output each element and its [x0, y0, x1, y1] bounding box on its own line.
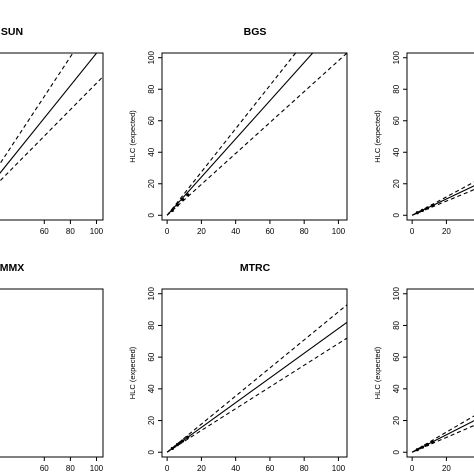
x-tick-label: 20	[442, 464, 451, 473]
data-point	[425, 443, 430, 447]
panel-1: SUN 60 80 100	[0, 26, 104, 236]
data-point	[186, 435, 190, 439]
data-point	[431, 203, 435, 208]
x-tick-label: 60	[40, 227, 49, 236]
y-tick-label: 80	[147, 84, 156, 93]
x-tick-label: 0	[165, 227, 170, 236]
fit-line-solid	[0, 53, 98, 174]
y-tick-label: 80	[392, 84, 401, 93]
ci-line-dashed	[411, 181, 474, 216]
plot-box	[0, 52, 104, 221]
data-point	[180, 439, 185, 443]
panel-title: BGS	[244, 26, 267, 38]
y-tick-label: 40	[392, 147, 401, 156]
data-point	[170, 446, 174, 451]
data-point	[425, 206, 430, 210]
x-tick-label: 60	[265, 464, 274, 473]
x-tick-label: 100	[90, 227, 104, 236]
x-tick-label: 0	[165, 464, 170, 473]
plot-box	[406, 288, 474, 458]
x-tick-label: 60	[40, 464, 49, 473]
x-tick-label: 80	[300, 464, 309, 473]
ci-line-dashed	[411, 415, 474, 453]
panel-3: HLC (expected) 0 20 0 20 40 60 80 100	[373, 51, 474, 236]
x-tick-label: 20	[197, 227, 206, 236]
fit-line-solid	[166, 321, 347, 453]
fit-line-solid	[411, 420, 474, 453]
y-tick-label: 100	[147, 287, 156, 301]
ci-line-dashed	[166, 53, 297, 216]
y-tick-label: 0	[392, 449, 401, 454]
y-tick-label: 0	[147, 449, 156, 454]
y-axis-label: HLC (expected)	[128, 346, 137, 399]
data-point	[415, 448, 419, 452]
data-point	[180, 197, 185, 202]
y-tick-label: 20	[147, 416, 156, 425]
y-axis-label: HLC (expected)	[373, 110, 382, 163]
y-axis-label: HLC (expected)	[373, 346, 382, 399]
x-tick-label: 80	[66, 464, 75, 473]
fit-line-solid	[411, 185, 474, 216]
y-tick-label: 40	[147, 384, 156, 393]
ci-line-dashed	[411, 189, 474, 216]
data-point	[186, 193, 190, 197]
data-point	[431, 440, 435, 444]
x-tick-label: 20	[442, 227, 451, 236]
data-point	[175, 443, 180, 447]
y-tick-label: 60	[147, 116, 156, 125]
x-tick-label: 100	[332, 227, 346, 236]
panel-title: MMX	[0, 262, 24, 274]
x-tick-label: 100	[332, 464, 346, 473]
y-tick-label: 40	[392, 384, 401, 393]
plot-box	[161, 288, 348, 458]
y-tick-label: 100	[392, 287, 401, 301]
x-tick-label: 80	[300, 227, 309, 236]
data-point	[175, 203, 180, 207]
y-tick-label: 0	[392, 213, 401, 218]
ci-line-dashed	[0, 76, 103, 182]
x-tick-label: 0	[410, 464, 415, 473]
panel-title: SUN	[1, 26, 23, 38]
ci-line-dashed	[166, 337, 347, 453]
x-tick-label: 40	[231, 464, 240, 473]
plot-box	[406, 52, 474, 221]
y-tick-label: 80	[392, 320, 401, 329]
y-tick-label: 0	[147, 213, 156, 218]
y-tick-label: 20	[392, 179, 401, 188]
data-point	[415, 211, 419, 215]
plot-box	[0, 288, 104, 458]
panel-5: MTRC HLC (expected) 0 20 40 60 80 100 0 20 40 60 80 1…	[128, 262, 348, 473]
ci-line-dashed	[0, 53, 74, 165]
ci-line-dashed	[411, 424, 474, 453]
panel-4: MMX 60 80 100	[0, 262, 104, 473]
panel-title: MTRC	[240, 262, 271, 274]
ci-line-dashed	[166, 53, 347, 216]
data-point	[170, 208, 174, 213]
ci-line-dashed	[166, 304, 347, 453]
y-tick-label: 20	[392, 416, 401, 425]
x-tick-label: 40	[231, 227, 240, 236]
y-tick-label: 40	[147, 147, 156, 156]
y-tick-label: 80	[147, 320, 156, 329]
x-tick-label: 80	[66, 227, 75, 236]
panel-2: BGS HLC (expected) 0 20 40 60 80 100 0 20 40 60 80 10…	[128, 26, 348, 236]
x-tick-label: 0	[410, 227, 415, 236]
data-point	[420, 445, 425, 449]
y-tick-label: 60	[392, 116, 401, 125]
y-tick-label: 20	[147, 179, 156, 188]
y-tick-label: 60	[392, 352, 401, 361]
data-point	[420, 208, 425, 212]
plot-box	[161, 52, 348, 221]
x-tick-label: 60	[265, 227, 274, 236]
panel-6: HLC (expected) 0 20 0 20 40 60 80 100	[373, 287, 474, 473]
fit-line-solid	[166, 53, 314, 216]
y-tick-label: 100	[392, 51, 401, 65]
y-axis-label: HLC (expected)	[128, 110, 137, 163]
x-tick-label: 20	[197, 464, 206, 473]
x-tick-label: 100	[90, 464, 104, 473]
y-tick-label: 100	[147, 51, 156, 65]
y-tick-label: 60	[147, 352, 156, 361]
